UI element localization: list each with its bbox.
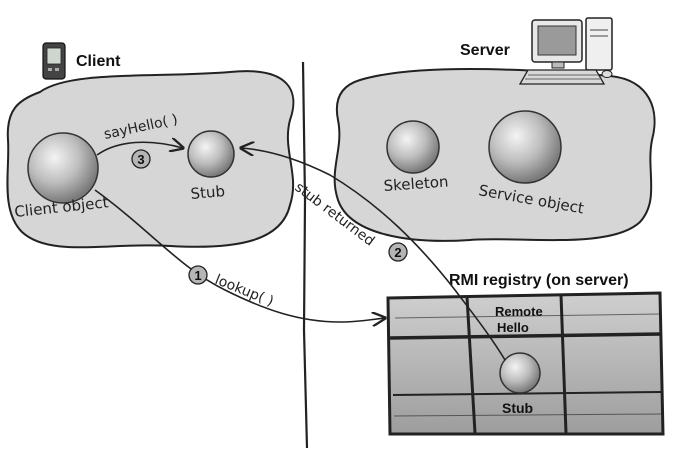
server-title: Server: [460, 42, 510, 59]
lookup-label: lookup( ): [213, 272, 276, 310]
pda-icon: [42, 42, 66, 80]
step-2-badge: 2: [388, 242, 408, 262]
registry-entry-name-line1: Remote: [495, 304, 543, 319]
registry-stub-label: Stub: [502, 400, 533, 416]
client-title: Client: [76, 53, 121, 70]
svg-text:2: 2: [394, 245, 401, 260]
step-3-badge: 3: [131, 149, 151, 169]
skeleton-ball: [386, 120, 440, 174]
network-divider: [301, 61, 309, 449]
registry-title: RMI registry (on server): [449, 272, 629, 289]
say-hello-arrow: [96, 142, 183, 156]
registry-entry-name-line2: Hello: [497, 320, 529, 335]
client-stub-ball: [187, 130, 235, 178]
step-1-badge: 1: [188, 265, 208, 285]
svg-text:1: 1: [194, 268, 201, 283]
registry-stub-ball: [499, 352, 541, 394]
stub-returned-arrow: [241, 148, 506, 361]
client-stub-label: Stub: [190, 182, 226, 203]
svg-text:3: 3: [137, 152, 144, 167]
service-object-ball: [488, 110, 562, 184]
client-object-ball: [27, 132, 99, 204]
desktop-computer-icon: [518, 17, 613, 85]
skeleton-label: Skeleton: [383, 173, 449, 195]
lookup-arrow: [94, 189, 385, 322]
